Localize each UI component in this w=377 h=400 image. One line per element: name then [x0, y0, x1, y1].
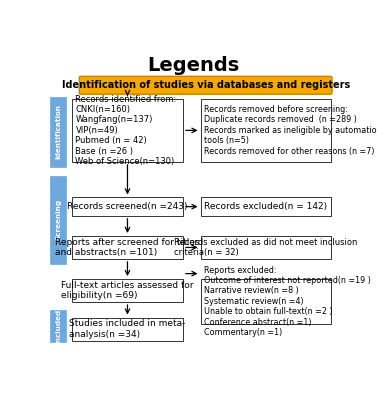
- Text: Reports after screened for titles
and abstracts(n =101): Reports after screened for titles and ab…: [55, 238, 200, 257]
- FancyBboxPatch shape: [201, 236, 331, 259]
- Text: Records identified from:
CNKI(n=160)
Wangfang(n=137)
VIP(n=49)
Pubmed (n = 42)
B: Records identified from: CNKI(n=160) Wan…: [75, 95, 177, 166]
- Text: Identification: Identification: [55, 104, 61, 160]
- FancyBboxPatch shape: [72, 279, 183, 302]
- FancyBboxPatch shape: [201, 197, 331, 216]
- Text: Records removed before screening:
Duplicate records removed  (n =289 )
Records m: Records removed before screening: Duplic…: [204, 105, 377, 156]
- Text: Records excluded as did not meet inclusion
criteria(n = 32): Records excluded as did not meet inclusi…: [174, 238, 357, 257]
- FancyBboxPatch shape: [72, 236, 183, 259]
- FancyBboxPatch shape: [72, 318, 183, 341]
- Text: Identification of studies via databases and registers: Identification of studies via databases …: [61, 80, 350, 90]
- Text: Full-text articles assessed for
eligibility(n =69): Full-text articles assessed for eligibil…: [61, 281, 194, 300]
- FancyBboxPatch shape: [72, 197, 183, 216]
- Text: Reports excluded:
Outcome of interest not reported(n =19 )
Narrative review(n =8: Reports excluded: Outcome of interest no…: [204, 266, 371, 337]
- FancyBboxPatch shape: [50, 97, 66, 166]
- Text: Studies included in meta-
analysis(n =34): Studies included in meta- analysis(n =34…: [69, 319, 185, 339]
- Text: Included: Included: [55, 308, 61, 344]
- Text: Records screened(n =243): Records screened(n =243): [67, 202, 188, 211]
- Text: Screening: Screening: [55, 199, 61, 240]
- FancyBboxPatch shape: [201, 279, 331, 324]
- FancyBboxPatch shape: [201, 99, 331, 162]
- FancyBboxPatch shape: [72, 99, 183, 162]
- FancyBboxPatch shape: [50, 310, 66, 342]
- FancyBboxPatch shape: [50, 176, 66, 264]
- FancyBboxPatch shape: [79, 76, 332, 94]
- Text: Records excluded(n = 142): Records excluded(n = 142): [204, 202, 327, 211]
- Text: Legends: Legends: [147, 56, 239, 75]
